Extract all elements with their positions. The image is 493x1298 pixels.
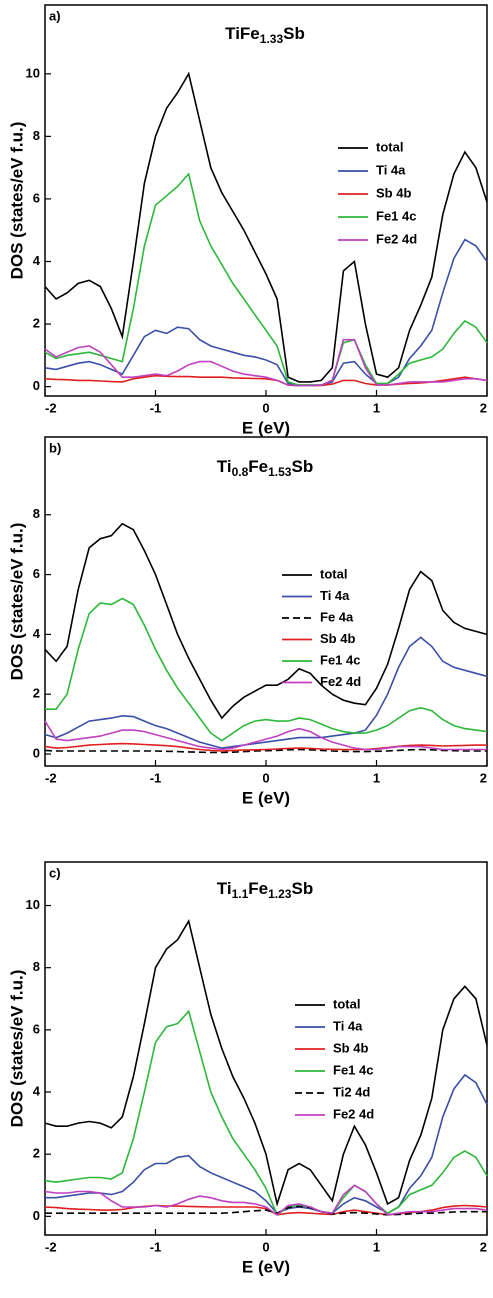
y-tick-label: 8 bbox=[33, 506, 40, 521]
x-tick-label: 0 bbox=[262, 400, 269, 415]
panel: a) TiFe1.33Sb E (eV) DOS (states/eV f.u.) -2… bbox=[7, 4, 488, 437]
dos-line bbox=[45, 1073, 488, 1215]
y-tick-label: 8 bbox=[33, 128, 40, 143]
dos-line bbox=[44, 172, 488, 386]
plot-frame bbox=[44, 4, 488, 397]
dos-line bbox=[44, 238, 488, 386]
x-tick-label: 0 bbox=[262, 1239, 269, 1254]
y-axis-label: DOS (states/eV f.u.) bbox=[7, 970, 26, 1128]
y-axis-label: DOS (states/eV f.u.) bbox=[7, 122, 26, 280]
x-tick-label: 2 bbox=[480, 770, 487, 785]
x-tick-label: 1 bbox=[373, 1239, 380, 1254]
x-tick-label: -2 bbox=[45, 400, 57, 415]
chart-title: Ti1.1Fe1.23Sb bbox=[217, 879, 313, 901]
legend-label: Fe2 4d bbox=[320, 674, 361, 689]
x-tick-label: -2 bbox=[45, 1239, 57, 1254]
legend-label: Sb 4b bbox=[320, 631, 355, 646]
legend-label: Fe2 4d bbox=[333, 1106, 374, 1121]
x-tick-label: -1 bbox=[150, 770, 162, 785]
legend-label: Fe1 4c bbox=[320, 652, 360, 667]
dos-line bbox=[44, 522, 488, 720]
x-axis-label: E (eV) bbox=[242, 1257, 290, 1276]
y-tick-label: 4 bbox=[33, 1083, 41, 1098]
dos-line bbox=[44, 71, 488, 383]
legend-label: total bbox=[376, 139, 403, 154]
chart-title: Ti0.8Fe1.53Sb bbox=[217, 457, 313, 479]
y-tick-label: 2 bbox=[33, 315, 40, 330]
y-tick-label: 2 bbox=[33, 686, 40, 701]
legend-label: total bbox=[333, 996, 360, 1011]
y-tick-label: 0 bbox=[33, 1208, 40, 1223]
x-tick-label: 1 bbox=[373, 400, 380, 415]
legend-label: Fe1 4c bbox=[376, 208, 416, 223]
dos-line bbox=[44, 742, 487, 752]
x-tick-label: 2 bbox=[480, 400, 487, 415]
legend-label: Ti2 4d bbox=[333, 1084, 370, 1099]
y-tick-label: 10 bbox=[26, 65, 40, 80]
panel-label: a) bbox=[49, 8, 61, 23]
legend-label: total bbox=[320, 566, 347, 581]
y-tick-label: 2 bbox=[33, 1146, 40, 1161]
panel: b) Ti0.8Fe1.53Sb E (eV) DOS (states/eV f.u.… bbox=[7, 436, 488, 807]
dos-line bbox=[44, 720, 487, 751]
dos-line bbox=[44, 636, 488, 749]
dos-line bbox=[44, 1184, 488, 1216]
dos-line bbox=[44, 338, 488, 387]
legend-label: Ti 4a bbox=[376, 162, 406, 177]
dos-line bbox=[44, 748, 487, 754]
y-tick-label: 10 bbox=[26, 897, 40, 912]
y-tick-label: 4 bbox=[33, 626, 41, 641]
x-tick-label: 0 bbox=[262, 770, 269, 785]
legend-label: Fe1 4c bbox=[333, 1062, 373, 1077]
y-tick-label: 0 bbox=[33, 378, 40, 393]
legend-label: Ti 4a bbox=[333, 1018, 363, 1033]
panel-label: b) bbox=[49, 440, 61, 455]
dos-line bbox=[44, 1009, 488, 1217]
panel-label: c) bbox=[49, 865, 61, 880]
legend-label: Sb 4b bbox=[333, 1040, 368, 1055]
dos-line bbox=[45, 597, 488, 742]
y-tick-label: 6 bbox=[33, 566, 40, 581]
y-tick-label: 6 bbox=[33, 190, 40, 205]
panel: c) Ti1.1Fe1.23Sb E (eV) DOS (states/eV f.u.… bbox=[7, 861, 488, 1276]
chart-title: TiFe1.33Sb bbox=[225, 24, 305, 46]
x-tick-label: -2 bbox=[45, 770, 57, 785]
legend-label: Fe2 4d bbox=[376, 231, 417, 246]
dos-line bbox=[44, 918, 488, 1207]
legend-label: Ti 4a bbox=[320, 588, 350, 603]
y-tick-label: 4 bbox=[33, 253, 41, 268]
x-axis-label: E (eV) bbox=[242, 418, 290, 437]
x-tick-label: 1 bbox=[373, 770, 380, 785]
legend-label: Fe 4a bbox=[320, 609, 354, 624]
dos-line bbox=[45, 1205, 487, 1216]
x-tick-label: -1 bbox=[150, 400, 162, 415]
x-axis-label: E (eV) bbox=[242, 788, 290, 807]
dos-line bbox=[44, 374, 488, 387]
y-tick-label: 0 bbox=[33, 745, 40, 760]
legend-label: Sb 4b bbox=[376, 185, 411, 200]
x-tick-label: 2 bbox=[480, 1239, 487, 1254]
plot-frame bbox=[44, 436, 488, 767]
y-tick-label: 8 bbox=[33, 959, 40, 974]
x-tick-label: -1 bbox=[150, 1239, 162, 1254]
y-axis-label: DOS (states/eV f.u.) bbox=[7, 523, 26, 681]
y-tick-label: 6 bbox=[33, 1021, 40, 1036]
